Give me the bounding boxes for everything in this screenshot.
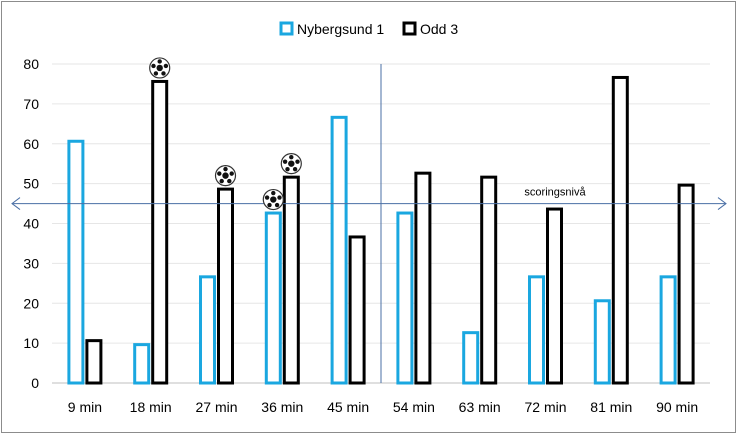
x-tick-label: 63 min (459, 399, 501, 415)
bar-nybergsund-1-90min (659, 275, 677, 385)
arrow-right-icon (717, 197, 727, 210)
bar-odd-3-81min (611, 75, 629, 385)
bar-odd-3-18min (151, 79, 169, 385)
bar-odd-3-72min (546, 207, 563, 385)
x-tick-label: 18 min (130, 399, 172, 415)
y-tick-label: 40 (23, 216, 39, 232)
y-axis-ticks: 0 10 20 30 40 50 60 70 80 (23, 56, 39, 391)
bar-nybergsund-1-81min (593, 299, 611, 385)
y-tick-label: 20 (23, 295, 39, 311)
x-tick-label: 72 min (524, 399, 566, 415)
y-tick-label: 80 (23, 56, 39, 72)
overlay: scoringsnivå (11, 57, 727, 383)
football-icon (262, 188, 284, 211)
x-tick-label: 90 min (656, 399, 698, 415)
football-icon (149, 57, 171, 79)
x-tick-label: 36 min (261, 399, 303, 415)
bar-nybergsund-1-27min (199, 275, 216, 385)
y-tick-label: 50 (23, 176, 39, 192)
x-tick-label: 81 min (590, 399, 632, 415)
y-tick-label: 0 (31, 375, 39, 391)
bar-nybergsund-1-18min (133, 343, 151, 385)
bar-nybergsund-1-63min (462, 331, 480, 385)
scoring-level-label: scoringsnivå (524, 187, 586, 199)
bar-nybergsund-1-54min (396, 211, 414, 385)
bar-odd-3-45min (348, 235, 366, 385)
y-tick-label: 10 (23, 335, 39, 351)
y-tick-label: 70 (23, 96, 39, 112)
y-tick-label: 30 (23, 255, 39, 271)
x-axis-ticks: 9 min 18 min 27 min 36 min 45 min 54 min 63 mi… (68, 399, 698, 415)
x-tick-label: 45 min (327, 399, 369, 415)
legend-swatch-odd (402, 21, 417, 36)
y-tick-label: 60 (23, 136, 39, 152)
football-icon (214, 165, 237, 187)
bar-nybergsund-1-36min (264, 211, 282, 385)
bar-nybergsund-1-45min (330, 115, 348, 385)
legend: Nybergsund 1 Odd 3 (279, 21, 458, 37)
legend-label-odd: Odd 3 (420, 21, 458, 37)
arrow-left-icon (11, 197, 21, 210)
bar-nybergsund-1-72min (528, 275, 545, 385)
x-tick-label: 27 min (195, 399, 237, 415)
legend-swatch-nybergsund (279, 21, 294, 36)
bar-odd-3-54min (414, 171, 432, 385)
legend-label-nybergsund: Nybergsund 1 (297, 21, 384, 37)
bar-odd-3-90min (677, 183, 695, 385)
bar-odd-3-9min (85, 339, 103, 385)
x-tick-label: 54 min (393, 399, 435, 415)
football-icon (280, 153, 302, 175)
bars (67, 75, 695, 385)
bar-odd-3-27min (217, 187, 234, 385)
bar-odd-3-63min (480, 175, 498, 385)
x-tick-label: 9 min (68, 399, 102, 415)
bar-nybergsund-1-9min (67, 139, 85, 385)
bar-odd-3-36min (282, 175, 300, 385)
